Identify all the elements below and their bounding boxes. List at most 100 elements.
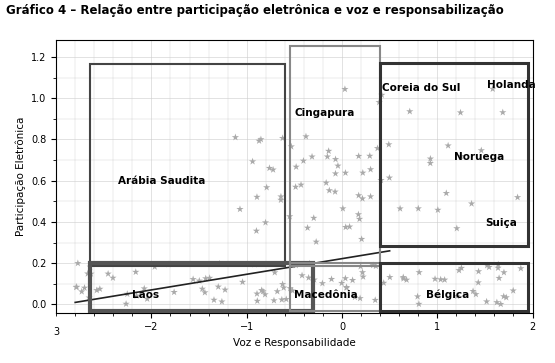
Point — [341, 170, 350, 176]
Point — [371, 297, 380, 303]
Point — [210, 297, 219, 303]
Point — [215, 261, 224, 266]
Point — [288, 288, 297, 294]
Point — [331, 156, 340, 162]
Point — [189, 276, 198, 282]
Point — [357, 236, 366, 242]
Point — [492, 299, 501, 305]
Point — [132, 269, 140, 275]
Point — [269, 167, 278, 173]
Point — [307, 154, 316, 160]
Point — [72, 284, 81, 290]
Point — [195, 278, 204, 284]
Point — [399, 276, 408, 282]
Point — [442, 190, 451, 196]
Point — [457, 265, 466, 271]
Point — [140, 286, 149, 291]
Point — [250, 262, 259, 268]
Point — [356, 295, 365, 301]
Point — [72, 284, 80, 290]
Point — [87, 271, 95, 277]
Point — [270, 298, 279, 303]
Point — [342, 284, 351, 290]
Point — [456, 153, 465, 159]
Point — [248, 159, 257, 164]
Point — [282, 296, 291, 302]
Point — [218, 299, 226, 305]
Point — [132, 293, 141, 299]
Point — [399, 274, 408, 280]
Point — [164, 261, 173, 267]
Point — [150, 264, 159, 270]
Point — [354, 153, 363, 159]
Point — [375, 99, 384, 105]
Point — [278, 281, 287, 287]
Point — [327, 276, 336, 282]
X-axis label: Voz e Responsabilidade: Voz e Responsabilidade — [233, 338, 356, 348]
Point — [104, 271, 113, 277]
Point — [498, 110, 507, 115]
Point — [414, 205, 423, 211]
Point — [354, 212, 363, 217]
Point — [483, 262, 492, 268]
Point — [73, 260, 82, 266]
Point — [502, 294, 511, 300]
Bar — [380, 263, 528, 311]
Point — [426, 160, 435, 166]
Point — [252, 228, 261, 234]
Point — [440, 277, 449, 283]
Point — [468, 288, 477, 294]
Point — [278, 135, 287, 141]
Point — [292, 164, 301, 170]
Point — [477, 147, 486, 153]
Point — [495, 275, 503, 281]
Point — [312, 239, 321, 245]
Point — [205, 275, 214, 281]
Point — [396, 206, 405, 212]
Point — [200, 290, 209, 295]
Point — [493, 265, 502, 271]
Point — [348, 277, 357, 283]
Point — [355, 216, 364, 222]
Point — [371, 263, 380, 269]
Bar — [380, 63, 528, 246]
Point — [323, 154, 332, 160]
Point — [92, 287, 101, 293]
Point — [85, 264, 94, 270]
Point — [95, 286, 104, 292]
Point — [297, 273, 306, 278]
Point — [322, 180, 331, 186]
Point — [331, 189, 340, 195]
Point — [285, 213, 294, 219]
Text: Bélgica: Bélgica — [426, 290, 469, 301]
Y-axis label: Participação Eletrônica: Participação Eletrônica — [15, 117, 26, 236]
Point — [310, 277, 319, 283]
Point — [278, 297, 286, 303]
Point — [341, 224, 350, 230]
Point — [377, 92, 386, 98]
Point — [405, 109, 414, 114]
Point — [456, 110, 465, 115]
Text: Laos: Laos — [133, 290, 159, 300]
Point — [318, 281, 327, 286]
Point — [259, 289, 268, 294]
Point — [358, 269, 367, 275]
Point — [270, 270, 279, 276]
Point — [341, 276, 350, 281]
Point — [385, 142, 393, 147]
Point — [366, 194, 375, 200]
Point — [231, 134, 240, 140]
Point — [253, 298, 262, 304]
Point — [496, 301, 505, 307]
Point — [85, 295, 94, 301]
Point — [452, 225, 461, 231]
Point — [415, 269, 423, 275]
Bar — [290, 263, 380, 311]
Point — [238, 279, 247, 285]
Point — [170, 289, 179, 295]
Point — [214, 284, 223, 290]
Point — [488, 86, 497, 92]
Point — [276, 194, 285, 200]
Text: Gráfico 4 – Relação entre participação eletrônica e voz e responsabilização: Gráfico 4 – Relação entre participação e… — [6, 4, 503, 17]
Point — [500, 294, 508, 299]
